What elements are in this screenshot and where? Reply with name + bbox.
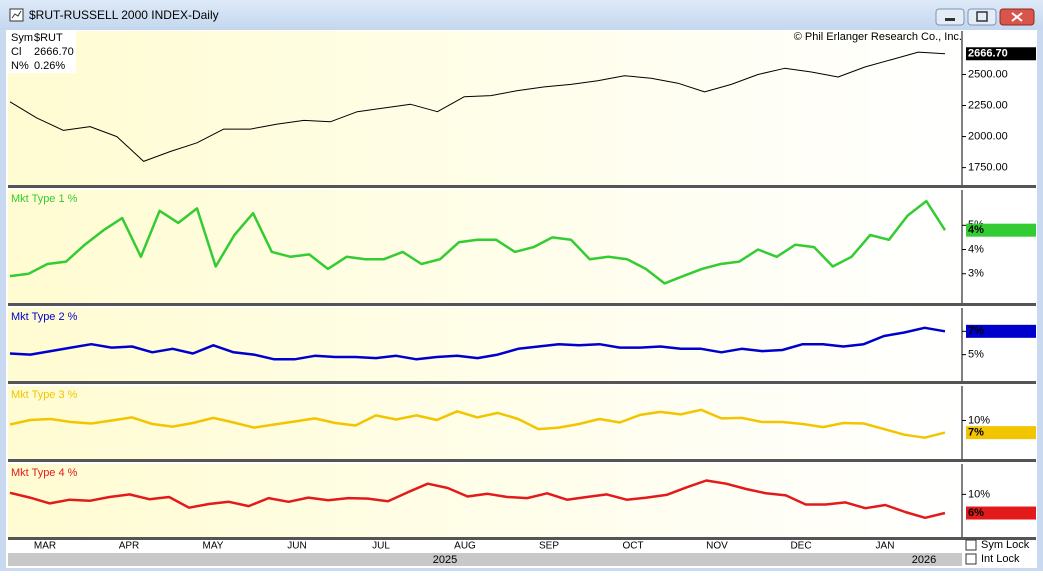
title-bar [0,0,1043,30]
series-line [9,408,946,439]
info-rows: Sym $RUT Cl 2666.70 N% 0.26% [11,32,74,72]
info-key: Sym [11,32,33,44]
pane-axis-area [962,190,1036,303]
last-value-label: 4% [968,224,984,236]
y-tick-label: 5% [968,349,984,361]
checkbox-label: Sym Lock [981,539,1030,551]
window-title: $RUT-RUSSELL 2000 INDEX-Daily [29,8,219,22]
copyright: © Phil Erlanger Research Co., Inc. [794,31,962,43]
year-label: 2025 [433,554,457,566]
info-value: 0.26% [34,60,65,72]
y-tick-label: 2000.00 [968,130,1008,142]
pane-background [8,31,962,185]
close-glyph [1011,12,1023,22]
pane-background [8,190,962,303]
minimize-glyph [945,18,955,21]
y-tick-label: 10% [968,414,990,426]
y-tick-label: 2250.00 [968,99,1008,111]
app-icon-glyph [11,10,22,19]
year-label: 2026 [912,554,936,566]
y-tick-label: 1750.00 [968,162,1008,174]
month-label: NOV [706,541,728,552]
month-label: JAN [876,541,895,552]
pane-axis-area [962,386,1036,459]
info-key: N% [11,60,29,72]
pane-background [8,386,962,459]
last-value-label: 6% [968,507,984,519]
y-tick-label: 2500.00 [968,68,1008,80]
series-line [9,51,946,162]
month-label: AUG [454,541,476,552]
last-value-box [966,324,1036,338]
month-label: SEP [539,541,559,552]
year-bar [8,553,962,566]
pane-background [8,464,962,537]
y-tick-label: 4% [968,243,984,255]
last-value-box [966,506,1036,520]
pane-title: Mkt Type 4 % [11,467,78,479]
series-line [9,479,946,520]
panes: 1750.00 2000.00 2250.00 2500.00 2666.70 3% 4% 5… [8,31,1036,540]
minimize-button[interactable] [935,8,965,26]
month-label: DEC [790,541,811,552]
y-tick-label: 3% [968,268,984,280]
last-value-box [966,426,1036,440]
series-line [9,326,946,361]
last-value-box [966,223,1036,237]
checkbox-label: Int Lock [981,553,1020,565]
last-value-label: 7% [968,427,984,439]
info-box [8,31,76,73]
checkbox[interactable] [965,539,977,551]
info-value: 2666.70 [34,46,74,58]
info-key: Cl [11,46,21,58]
series-line [9,199,947,285]
restore-button[interactable] [967,8,997,26]
pane-title: Mkt Type 2 % [11,311,78,323]
month-label: APR [119,541,140,552]
x-axis: MAR APR MAY JUN JUL AUG SEP OCT NOV DEC JAN 2025 202… [34,539,1030,566]
pane-axis-area [962,464,1036,537]
checkbox[interactable] [965,553,977,565]
month-label: JUL [372,541,390,552]
restore-glyph [976,11,988,22]
pane-axis-area [962,308,1036,381]
last-value-label: 2666.70 [968,48,1008,60]
pane-title: Mkt Type 1 % [11,193,78,205]
info-value: $RUT [34,32,63,44]
last-value-label: 7% [968,325,984,337]
month-label: MAR [34,541,56,552]
y-tick-label: 10% [968,488,990,500]
month-label: OCT [622,541,643,552]
month-label: JUN [287,541,306,552]
month-label: MAY [203,541,224,552]
last-value-box [966,47,1036,61]
pane-title: Mkt Type 3 % [11,389,78,401]
